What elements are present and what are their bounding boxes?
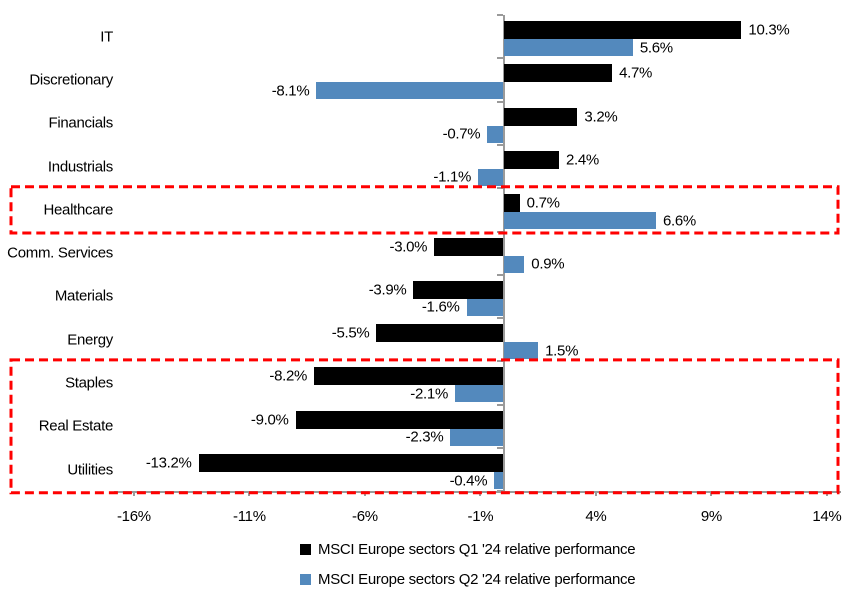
value-label: -2.3% (405, 428, 444, 446)
bar (503, 64, 613, 83)
value-label: -5.5% (331, 324, 370, 342)
bar (478, 168, 504, 186)
category-tick (496, 187, 503, 190)
x-axis-tick-label: 9% (700, 508, 722, 525)
bar (295, 410, 504, 429)
category-label: Financials (48, 114, 113, 132)
value-label: 0.9% (531, 255, 565, 273)
x-axis-tick (710, 491, 713, 497)
x-axis-tick-label: -11% (233, 508, 266, 525)
value-label: -1.6% (421, 298, 460, 316)
bar (413, 280, 504, 299)
category-tick (496, 403, 503, 406)
x-axis-tick (594, 491, 597, 497)
bar (376, 324, 504, 343)
x-axis-tick-label: 14% (812, 508, 842, 525)
category-label: Comm. Services (7, 244, 113, 262)
value-label: 5.6% (639, 39, 673, 56)
x-axis-tick-label: -16% (116, 508, 151, 525)
value-label: -3.9% (368, 281, 407, 299)
x-axis-tick (363, 491, 366, 497)
value-label: -8.2% (269, 367, 308, 385)
value-label: -0.4% (449, 472, 488, 489)
bar (503, 212, 656, 230)
category-label: IT (100, 28, 113, 46)
x-axis-tick (825, 491, 828, 497)
x-axis-tick (132, 491, 135, 497)
category-tick (496, 490, 503, 493)
value-label: 2.4% (565, 151, 599, 169)
healthcare-highlight-box (9, 185, 840, 235)
value-label: -1.1% (433, 168, 472, 186)
value-label: 1.5% (545, 342, 579, 360)
bar (494, 472, 504, 489)
value-label: 10.3% (748, 21, 790, 39)
value-label: -8.1% (271, 82, 310, 100)
value-label: 3.2% (584, 108, 618, 126)
bar (503, 255, 525, 273)
value-label: 6.6% (662, 212, 696, 230)
category-tick (496, 360, 503, 363)
bar (450, 428, 504, 446)
category-axis-line (114, 491, 841, 494)
category-tick (496, 273, 503, 276)
value-label: 4.7% (619, 64, 653, 82)
q1-series-swatch-icon (300, 543, 311, 555)
q2-series-swatch-icon (300, 573, 311, 585)
bar (503, 39, 633, 56)
category-tick (496, 447, 503, 449)
legend-label-q2: MSCI Europe sectors Q2 '24 relative perf… (318, 570, 636, 588)
x-axis-tick-label: -6% (352, 508, 378, 525)
bar (503, 150, 559, 169)
value-label: -2.1% (410, 385, 448, 403)
category-label: Real Estate (38, 417, 114, 435)
bar (466, 298, 504, 316)
category-tick (496, 230, 503, 233)
x-axis-tick (248, 491, 251, 497)
legend: MSCI Europe sectors Q1 '24 relative perf… (300, 534, 636, 594)
legend-label-q1: MSCI Europe sectors Q1 '24 relative perf… (318, 540, 636, 558)
category-label: Discretionary (29, 71, 113, 89)
category-label: Industrials (47, 158, 113, 176)
bar (314, 367, 504, 386)
bar (487, 125, 504, 143)
bar (503, 107, 578, 126)
value-label: 0.7% (526, 194, 560, 212)
category-label: Materials (54, 287, 113, 305)
value-axis-line (502, 15, 505, 492)
x-axis-tick (479, 491, 482, 497)
value-label: -9.0% (250, 411, 289, 429)
category-label: Healthcare (43, 201, 113, 219)
value-label: -0.7% (442, 125, 481, 143)
category-tick (496, 57, 503, 60)
category-tick (496, 14, 503, 16)
bar (198, 454, 504, 472)
x-axis-tick-label: -1% (467, 508, 494, 525)
bar (454, 385, 504, 403)
bar (503, 194, 520, 213)
value-label: -3.0% (389, 238, 428, 255)
category-label: Utilities (67, 461, 113, 479)
legend-item-q2: MSCI Europe sectors Q2 '24 relative perf… (300, 564, 636, 594)
category-tick (496, 317, 503, 320)
bar (503, 21, 742, 39)
value-label: -13.2% (145, 454, 192, 472)
bar (316, 82, 504, 100)
category-tick (496, 100, 503, 103)
category-label: Energy (67, 331, 113, 349)
bar (503, 342, 539, 360)
legend-item-q1: MSCI Europe sectors Q1 '24 relative perf… (300, 534, 636, 564)
category-tick (496, 143, 503, 146)
bar (434, 237, 504, 256)
category-label: Staples (65, 374, 113, 392)
x-axis-tick-label: 4% (585, 508, 607, 525)
